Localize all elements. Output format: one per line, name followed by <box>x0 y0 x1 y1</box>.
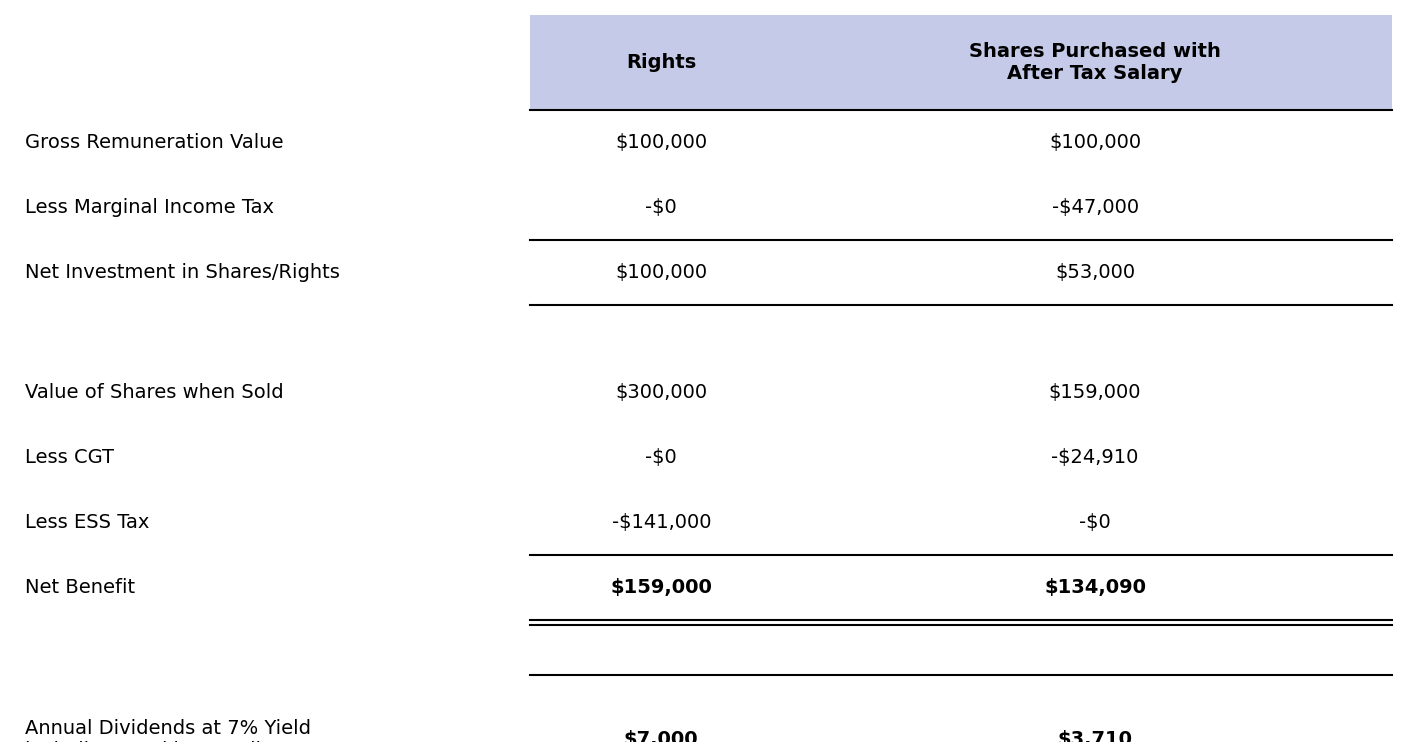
Text: $134,090: $134,090 <box>1044 578 1146 597</box>
Text: Net Investment in Shares/Rights: Net Investment in Shares/Rights <box>25 263 341 282</box>
Text: $53,000: $53,000 <box>1056 263 1135 282</box>
Text: $100,000: $100,000 <box>615 263 708 282</box>
Text: Rights: Rights <box>626 53 697 72</box>
Text: -$0: -$0 <box>646 198 677 217</box>
Text: -$47,000: -$47,000 <box>1051 198 1139 217</box>
Text: $3,710: $3,710 <box>1057 731 1133 742</box>
Text: Annual Dividends at 7% Yield
including Franking Credits: Annual Dividends at 7% Yield including F… <box>25 720 311 742</box>
Text: -$141,000: -$141,000 <box>612 513 711 532</box>
Text: Value of Shares when Sold: Value of Shares when Sold <box>25 383 284 402</box>
Text: $159,000: $159,000 <box>610 578 712 597</box>
Text: $100,000: $100,000 <box>1048 133 1142 152</box>
Text: $100,000: $100,000 <box>615 133 708 152</box>
Text: Net Benefit: Net Benefit <box>25 578 136 597</box>
Bar <box>530 15 798 110</box>
Text: $159,000: $159,000 <box>1048 383 1142 402</box>
Text: -$24,910: -$24,910 <box>1051 448 1139 467</box>
Text: $300,000: $300,000 <box>615 383 708 402</box>
Text: -$0: -$0 <box>1080 513 1111 532</box>
Text: Less Marginal Income Tax: Less Marginal Income Tax <box>25 198 274 217</box>
Text: $7,000: $7,000 <box>625 731 698 742</box>
Text: Gross Remuneration Value: Gross Remuneration Value <box>25 133 284 152</box>
Text: Less CGT: Less CGT <box>25 448 114 467</box>
Text: -$0: -$0 <box>646 448 677 467</box>
Text: Less ESS Tax: Less ESS Tax <box>25 513 150 532</box>
Bar <box>798 15 1392 110</box>
Text: Shares Purchased with
After Tax Salary: Shares Purchased with After Tax Salary <box>969 42 1221 83</box>
